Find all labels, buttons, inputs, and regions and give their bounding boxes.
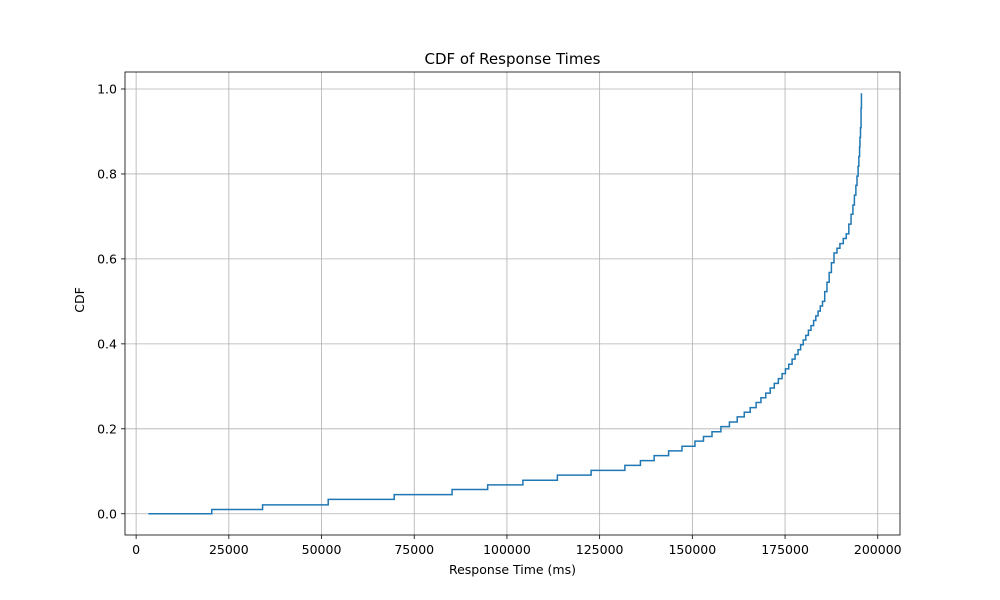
y-axis-label: CDF — [72, 287, 87, 313]
x-tick-label: 100000 — [483, 542, 531, 557]
chart-title: CDF of Response Times — [425, 50, 601, 68]
y-tick-label: 0.6 — [97, 251, 117, 266]
y-tick-label: 0.2 — [97, 421, 117, 436]
y-tick-label: 0.8 — [97, 166, 117, 181]
plot-frame — [124, 71, 901, 536]
x-tick-label: 150000 — [668, 542, 716, 557]
series-layer — [148, 93, 863, 515]
x-tick-label: 175000 — [761, 542, 809, 557]
grid — [125, 72, 900, 535]
x-tick-label: 50000 — [302, 542, 342, 557]
y-tick-label: 0.4 — [97, 336, 117, 351]
y-tick-label: 0.0 — [97, 506, 117, 521]
x-tick-label: 75000 — [394, 542, 434, 557]
cdf-step-line — [148, 93, 863, 515]
x-tick-label: 200000 — [854, 542, 902, 557]
axes: 0 25000 50000 75000 100000 125000 150000 175000… — [97, 71, 902, 557]
x-tick-label: 25000 — [209, 542, 249, 557]
y-tick-label: 1.0 — [97, 81, 117, 96]
x-axis-label: Response Time (ms) — [449, 562, 576, 577]
x-tick-label: 125000 — [576, 542, 624, 557]
x-tick-label: 0 — [132, 542, 140, 557]
